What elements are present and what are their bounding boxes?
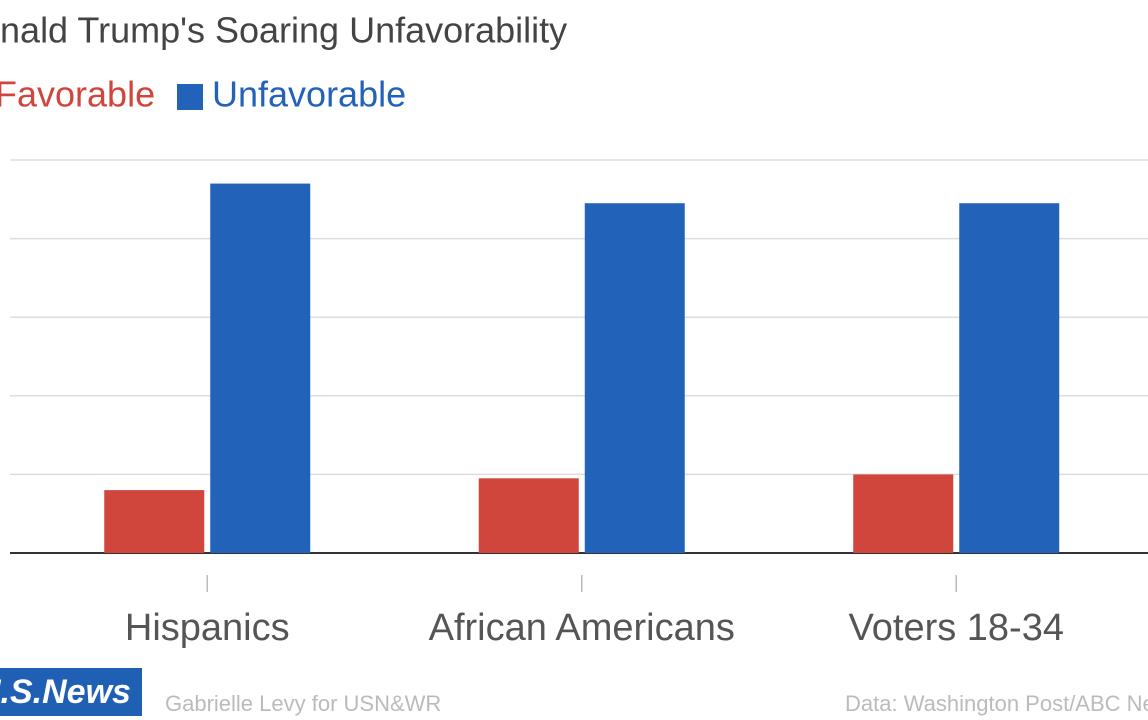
bar	[853, 474, 954, 553]
bars	[104, 183, 1060, 554]
legend-swatch	[177, 84, 203, 110]
footer: U.S.News Gabrielle Levy for USN&WR Data:…	[0, 668, 1148, 716]
x-tick-label: African Americans	[429, 607, 735, 649]
x-tick-label: Hispanics	[125, 607, 290, 649]
x-tick-label: Voters 18-34	[849, 607, 1064, 649]
logo: U.S.News	[0, 673, 131, 711]
chart-title: Donald Trump's Soaring Unfavorability	[0, 10, 567, 51]
legend-label: Unfavorable	[212, 74, 406, 115]
bar	[104, 490, 205, 553]
bar	[478, 478, 579, 553]
bar	[959, 203, 1060, 554]
logo-box	[0, 668, 142, 716]
bar	[210, 183, 311, 553]
source: Data: Washington Post/ABC News	[845, 691, 1148, 716]
bar	[584, 203, 685, 554]
legend: Favorable Unfavorable	[0, 74, 406, 115]
credit: Gabrielle Levy for USN&WR	[165, 691, 441, 716]
legend-label: Favorable	[0, 74, 155, 115]
